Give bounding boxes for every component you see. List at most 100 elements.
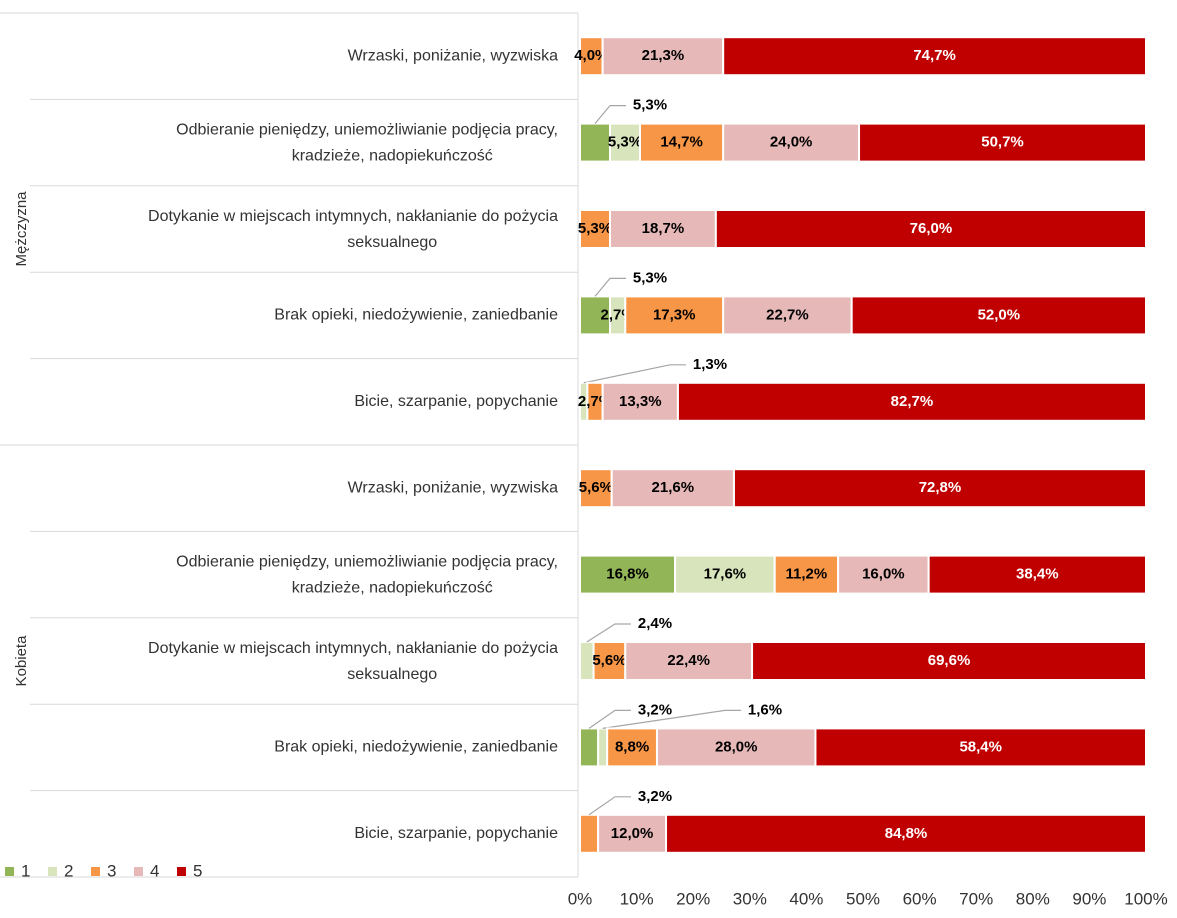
bar-segment [850, 295, 1147, 336]
group-label: Mężczyzna [13, 191, 30, 267]
bar-segment [579, 554, 677, 595]
legend-label: 5 [193, 861, 202, 880]
data-label: 52,0% [978, 306, 1021, 323]
category-label: Bicie, szarpanie, popychanie [354, 393, 558, 410]
leader-line [583, 364, 686, 384]
leader-line [588, 796, 631, 816]
x-tick-label: 90% [1072, 889, 1106, 908]
group-label: Kobieta [13, 635, 30, 687]
bar-segment [676, 381, 1148, 422]
bar-segment [665, 813, 1147, 854]
x-tick-label: 50% [846, 889, 880, 908]
data-label: 14,7% [660, 134, 703, 151]
category-line: seksualnego [343, 234, 437, 251]
bar-segment [579, 727, 600, 768]
data-label: 21,3% [642, 47, 685, 64]
data-label: 4,0% [574, 47, 608, 64]
data-label: 72,8% [919, 479, 962, 496]
legend-label: 1 [21, 861, 30, 880]
data-label: 5,6% [592, 652, 626, 669]
bar-segment [722, 122, 861, 163]
data-label: 84,8% [885, 825, 928, 842]
x-tick-label: 100% [1124, 889, 1167, 908]
data-label: 76,0% [910, 220, 953, 237]
bar-segment [773, 554, 840, 595]
category-label: Wrzaski, poniżanie, wyzwiska [348, 479, 559, 496]
bar-segment [858, 122, 1148, 163]
category-label: Odbieranie pieniędzy, uniemożliwianie po… [176, 554, 558, 597]
category-label: Bicie, szarpanie, popychanie [354, 825, 558, 842]
x-tick-label: 60% [903, 889, 937, 908]
bar-segment [751, 641, 1148, 681]
data-label: 1,3% [693, 356, 727, 373]
data-label: 82,7% [891, 393, 934, 410]
legend-swatch [177, 867, 186, 876]
leader-line [594, 104, 626, 124]
data-label: 18,7% [642, 220, 685, 237]
bar-segment [579, 209, 611, 249]
x-tick-label: 30% [733, 889, 767, 908]
data-label: 17,6% [704, 566, 747, 583]
data-label: 13,3% [619, 393, 662, 410]
legend-swatch [5, 867, 14, 876]
data-label: 5,3% [578, 220, 612, 237]
category-line: kradzieże, nadopiekuńczość [287, 148, 492, 165]
legend-label: 3 [107, 861, 116, 880]
category-label: Wrzaski, poniżanie, wyzwiska [348, 47, 559, 64]
bar-segment [927, 554, 1147, 595]
bar-segment [579, 813, 600, 854]
data-label: 50,7% [981, 134, 1024, 151]
data-label: 28,0% [715, 738, 758, 755]
data-label: 38,4% [1016, 566, 1059, 583]
x-tick-label: 80% [1016, 889, 1050, 908]
legend-swatch [48, 867, 57, 876]
data-label: 16,0% [862, 566, 905, 583]
data-label: 21,6% [652, 479, 695, 496]
category-line: Odbieranie pieniędzy, uniemożliwianie po… [176, 554, 558, 571]
data-label: 16,8% [606, 566, 649, 583]
data-label: 8,8% [615, 738, 649, 755]
x-tick-label: 70% [959, 889, 993, 908]
data-label: 58,4% [959, 738, 1002, 755]
data-label: 3,2% [638, 788, 672, 805]
legend-swatch [134, 867, 143, 876]
legend-label: 4 [150, 861, 159, 880]
data-label: 1,6% [748, 701, 782, 718]
data-label: 22,4% [667, 652, 710, 669]
data-label: 17,3% [653, 306, 696, 323]
data-label: 3,2% [638, 701, 672, 718]
bar-segment [624, 641, 754, 681]
data-label: 5,3% [633, 97, 667, 114]
data-label: 2,4% [638, 615, 672, 632]
data-label: 5,3% [633, 269, 667, 286]
data-label: 5,6% [579, 479, 613, 496]
data-label: 22,7% [766, 306, 809, 323]
bar-segment [837, 554, 930, 595]
x-tick-label: 10% [620, 889, 654, 908]
bar-segment [814, 727, 1147, 768]
category-line: seksualnego [343, 666, 437, 683]
bar-segment [714, 209, 1148, 249]
legend-swatch [91, 867, 100, 876]
category-label: Brak opieki, niedożywienie, zaniedbanie [274, 307, 558, 324]
data-label: 69,6% [928, 652, 971, 669]
leader-line [594, 277, 626, 297]
data-label: 11,2% [786, 566, 828, 583]
category-line: kradzieże, nadopiekuńczość [287, 580, 492, 597]
x-tick-label: 40% [789, 889, 823, 908]
category-label: Brak opieki, niedożywienie, zaniedbanie [274, 739, 558, 756]
category-line: Odbieranie pieniędzy, uniemożliwianie po… [176, 122, 558, 139]
data-label: 5,3% [608, 134, 642, 151]
legend-label: 2 [64, 861, 73, 880]
leader-line [588, 709, 631, 729]
data-label: 74,7% [913, 47, 956, 64]
data-label: 12,0% [611, 825, 654, 842]
bar-segment [597, 727, 609, 768]
category-label: Dotykanie w miejscach intymnych, nakłani… [148, 640, 558, 683]
bar-segment [597, 813, 668, 854]
bar-segment [638, 122, 725, 163]
bar-segment [579, 122, 611, 163]
category-label: Dotykanie w miejscach intymnych, nakłani… [148, 208, 558, 251]
category-label: Odbieranie pieniędzy, uniemożliwianie po… [176, 122, 558, 165]
